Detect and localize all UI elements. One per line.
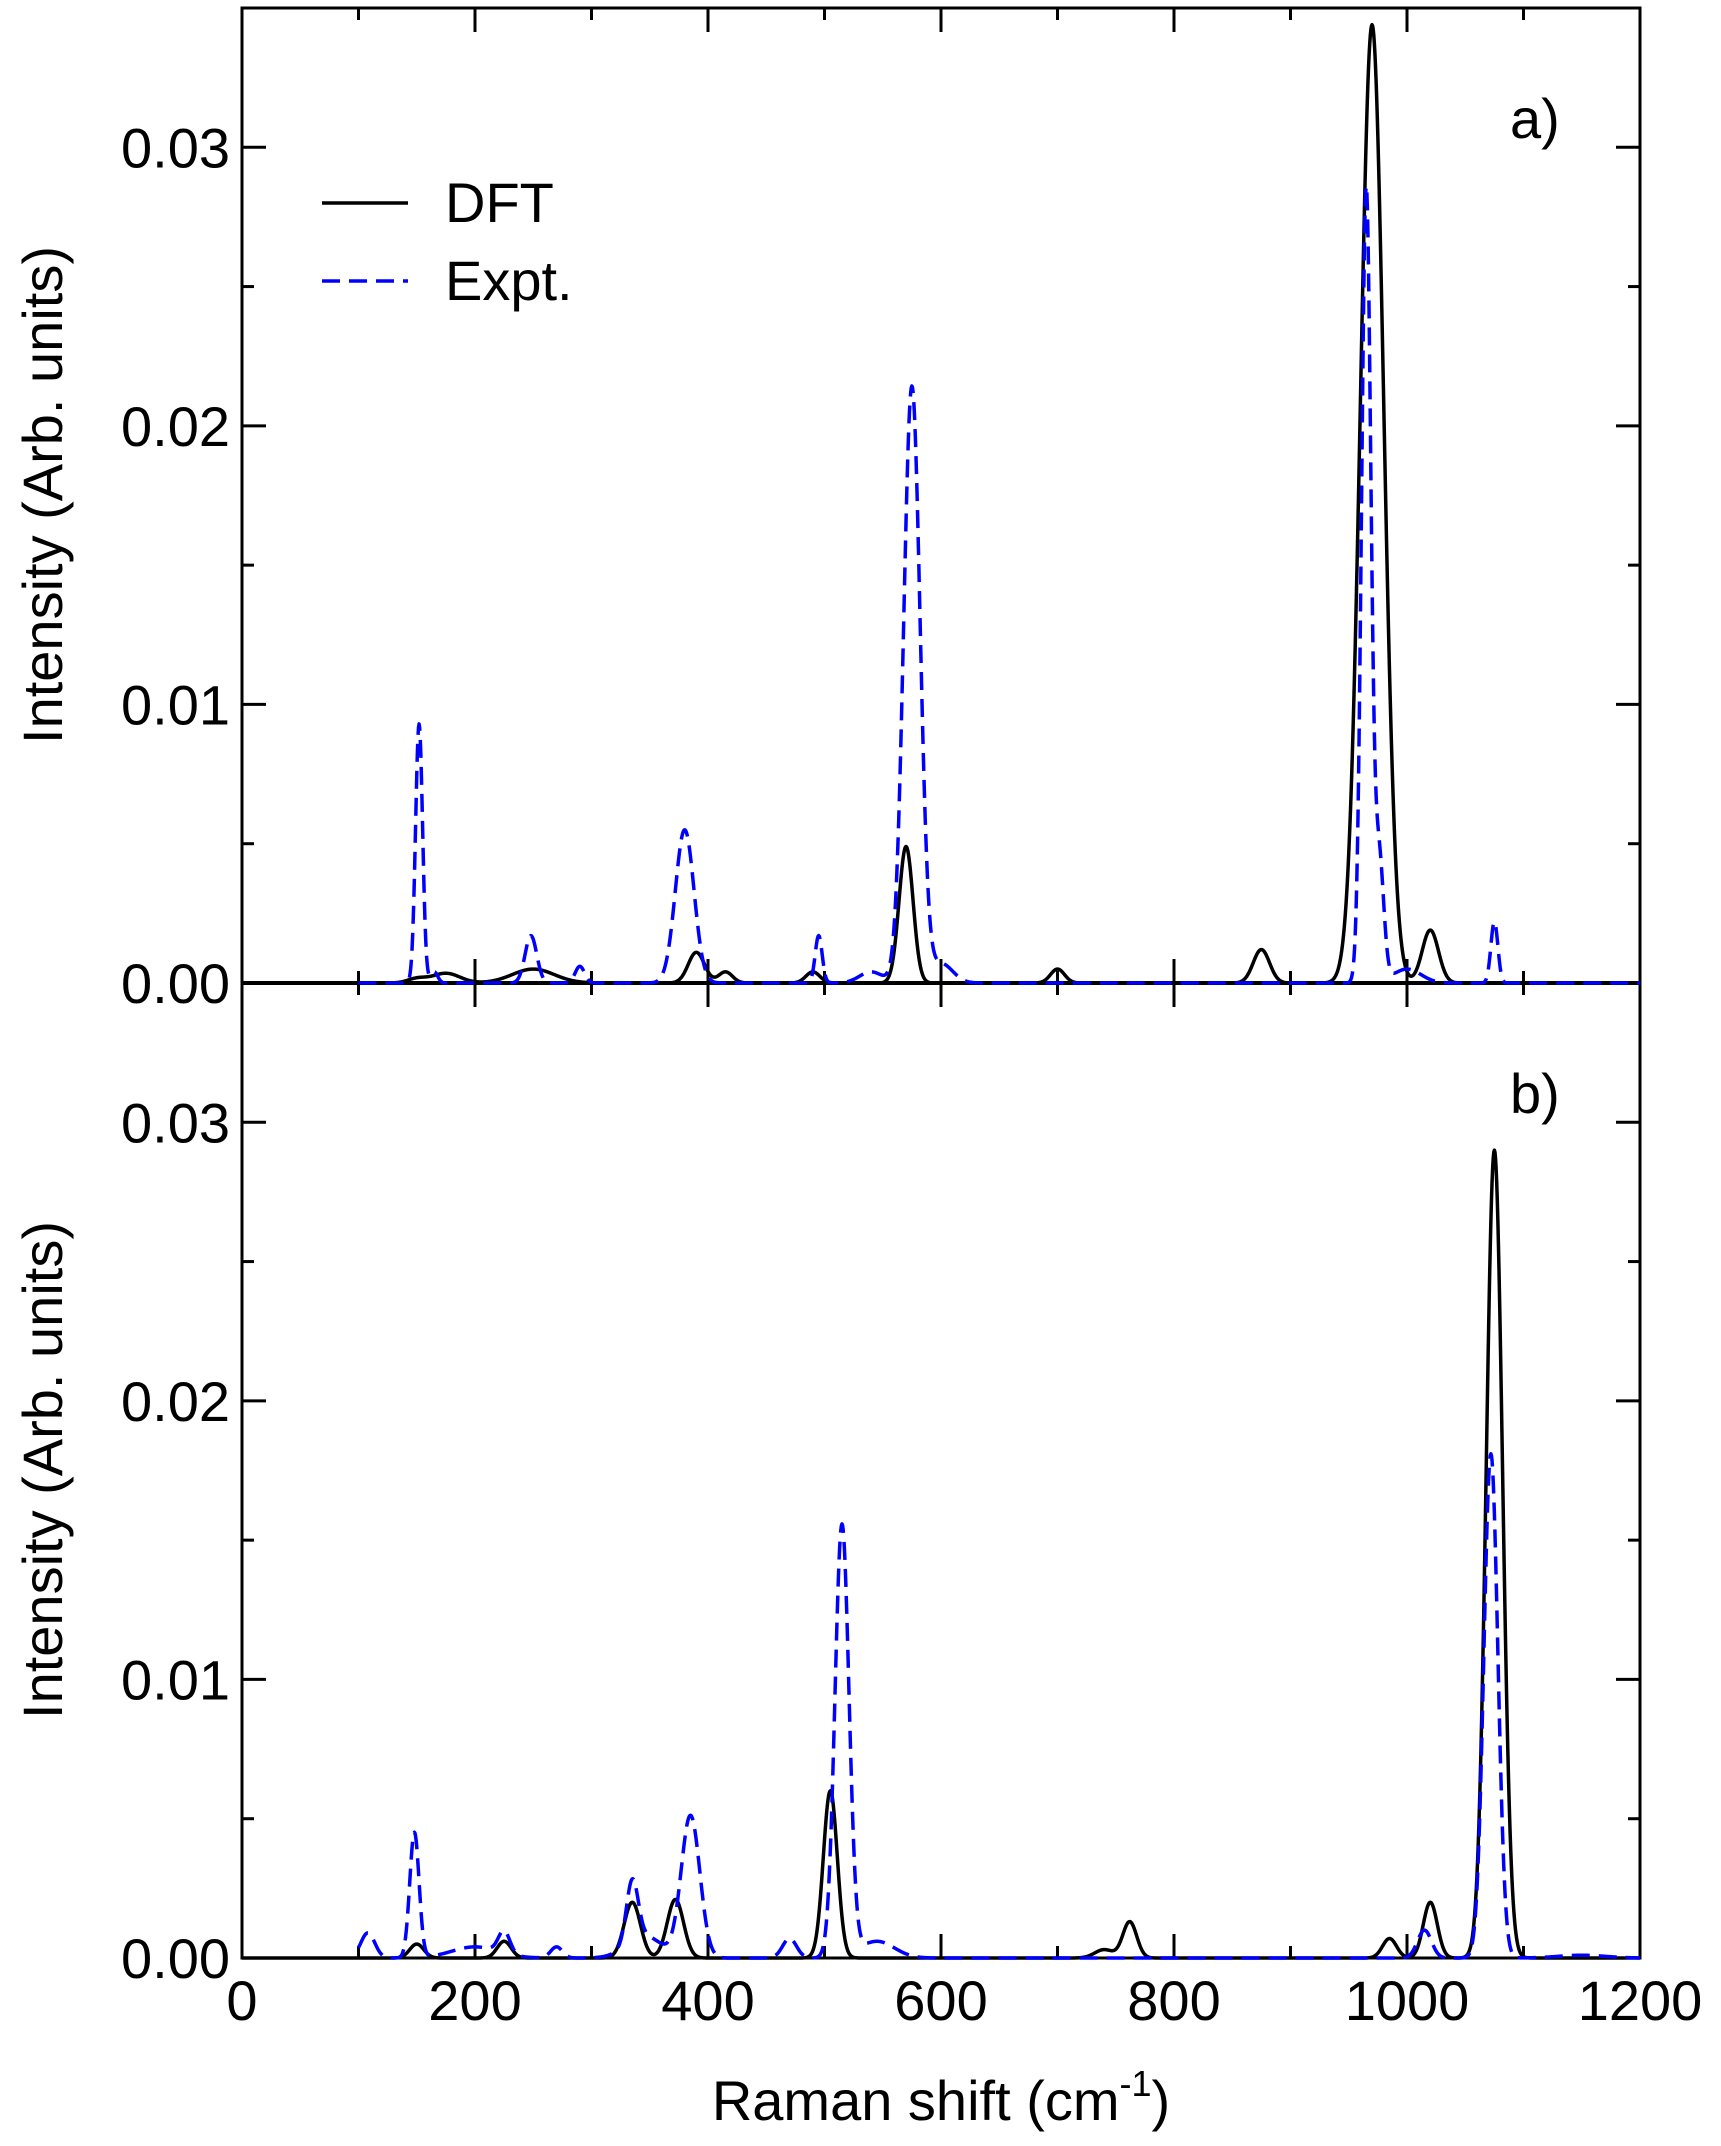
y-tick-label: 0.01 [121,673,230,736]
x-tick-label: 1000 [1345,1969,1470,2032]
panel-b-ticks: 0 200 400 600 800 1000 1200 0.00 0.01 0.02 0.03 [121,981,1703,2032]
panel-a-expt-line [357,184,1642,985]
panel-b-label: b) [1510,1062,1560,1125]
x-tick-label: 400 [661,1969,754,2032]
y-tick-label: 0.02 [121,395,230,458]
x-tick-label: 200 [428,1969,521,2032]
panel-a-ylabel: Intensity (Arb. units) [11,246,74,744]
x-tick-label: 1200 [1578,1969,1703,2032]
x-tick-label: 800 [1127,1969,1220,2032]
panel-a-label: a) [1510,87,1560,150]
panel-b-expt-line [356,1452,1642,1960]
panel-a-ticks: 0.00 0.01 0.02 0.03 [121,6,1642,1015]
x-axis-title: Raman shift (cm-1) [712,2063,1170,2132]
panel-a-dft-line [240,22,1642,985]
legend-dft-label: DFT [445,171,554,234]
panel-b-ylabel: Intensity (Arb. units) [11,1221,74,1719]
y-tick-label: 0.00 [121,1927,230,1990]
y-tick-label: 0.01 [121,1648,230,1711]
x-tick-label: 0 [226,1969,257,2032]
y-tick-label: 0.02 [121,1370,230,1433]
legend: DFT Expt. [322,171,573,312]
y-tick-label: 0.03 [121,116,230,179]
x-tick-label: 600 [894,1969,987,2032]
y-tick-label: 0.00 [121,952,230,1015]
y-tick-label: 0.03 [121,1091,230,1154]
legend-expt-label: Expt. [445,249,573,312]
